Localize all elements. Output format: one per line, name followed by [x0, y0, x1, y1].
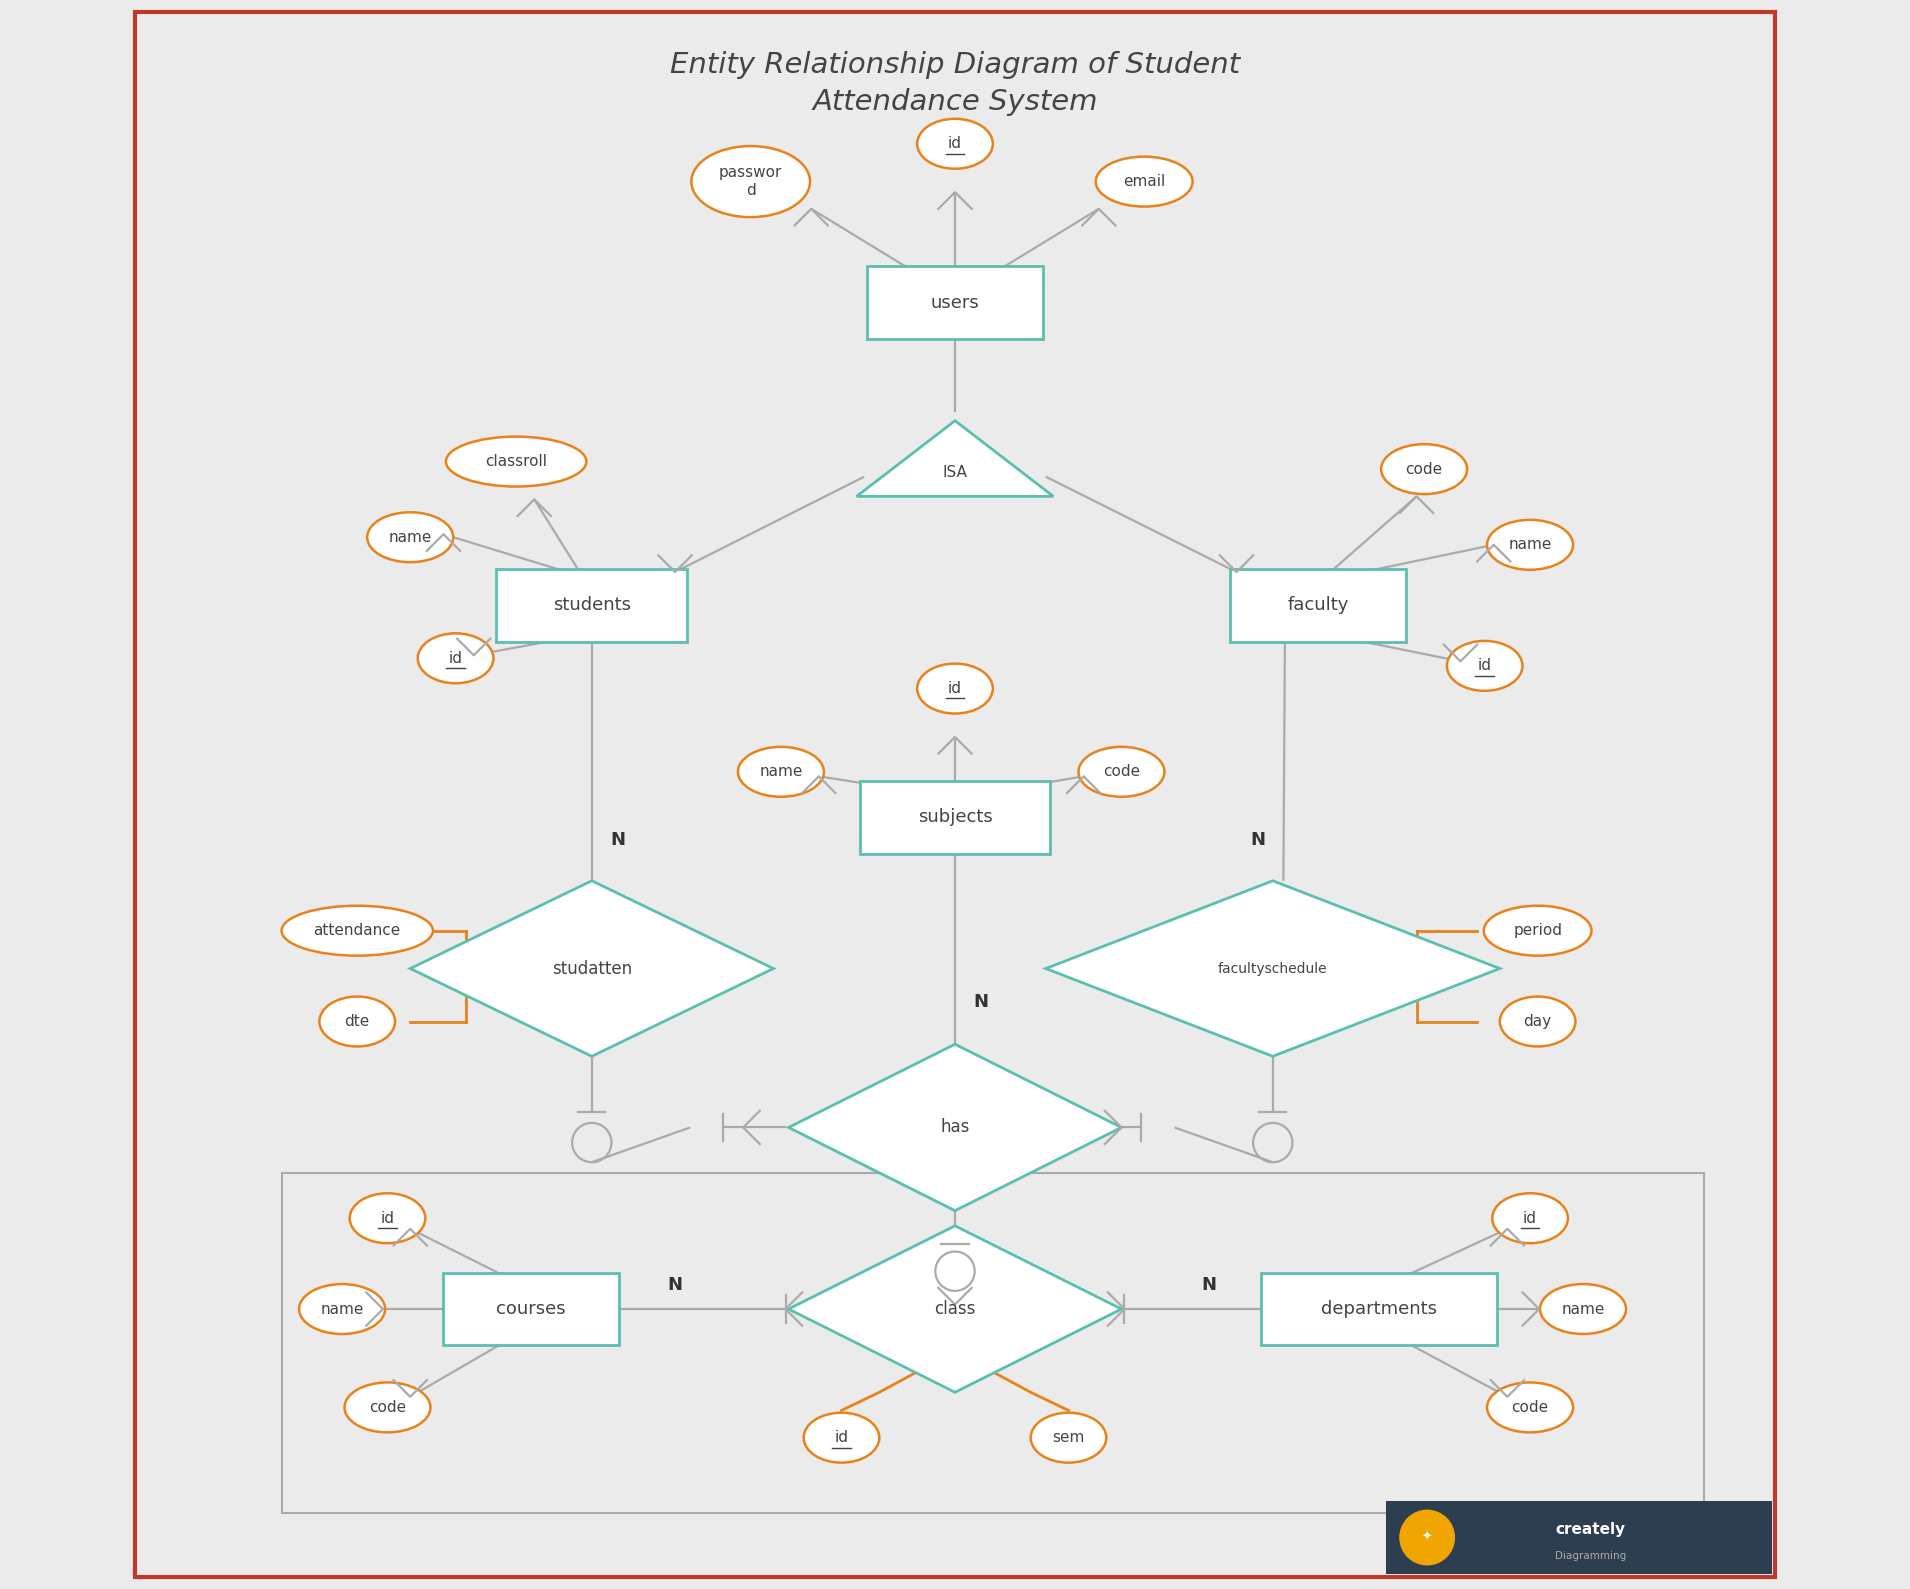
FancyBboxPatch shape [497, 569, 688, 642]
Text: id: id [835, 1430, 848, 1444]
Text: id: id [449, 651, 462, 666]
Text: email: email [1123, 175, 1165, 189]
Ellipse shape [281, 906, 434, 955]
FancyBboxPatch shape [136, 13, 1774, 1576]
Text: code: code [1511, 1400, 1549, 1414]
FancyBboxPatch shape [860, 780, 1050, 853]
Polygon shape [411, 880, 774, 1057]
Text: id: id [380, 1211, 395, 1225]
Ellipse shape [300, 1284, 386, 1335]
Text: name: name [760, 764, 802, 779]
FancyBboxPatch shape [1230, 569, 1406, 642]
Ellipse shape [917, 664, 993, 713]
Text: departments: departments [1320, 1300, 1436, 1317]
Text: subjects: subjects [917, 809, 993, 826]
FancyBboxPatch shape [867, 267, 1043, 338]
Text: classroll: classroll [485, 454, 546, 469]
Ellipse shape [344, 1382, 430, 1432]
Text: sem: sem [1052, 1430, 1085, 1444]
Ellipse shape [445, 437, 586, 486]
FancyBboxPatch shape [281, 1173, 1704, 1513]
Text: facultyschedule: facultyschedule [1219, 961, 1327, 976]
Text: ISA: ISA [942, 464, 968, 480]
Text: students: students [552, 596, 630, 615]
Text: name: name [388, 529, 432, 545]
Ellipse shape [1381, 445, 1467, 494]
Polygon shape [1047, 880, 1499, 1057]
Text: id: id [947, 137, 963, 151]
FancyBboxPatch shape [1387, 1502, 1772, 1573]
Circle shape [1400, 1510, 1454, 1565]
Text: code: code [1102, 764, 1140, 779]
Text: attendance: attendance [313, 923, 401, 938]
Ellipse shape [1492, 1193, 1568, 1243]
Ellipse shape [1488, 1382, 1574, 1432]
Text: courses: courses [497, 1300, 565, 1317]
Ellipse shape [1484, 906, 1591, 955]
Ellipse shape [1079, 747, 1165, 796]
Text: ✦: ✦ [1421, 1532, 1432, 1545]
Text: users: users [930, 294, 980, 311]
Polygon shape [856, 421, 1054, 496]
Text: N: N [1201, 1276, 1217, 1293]
Ellipse shape [917, 119, 993, 168]
Text: day: day [1524, 1014, 1551, 1030]
Text: passwor
d: passwor d [718, 165, 783, 197]
Ellipse shape [804, 1413, 879, 1462]
Text: name: name [1560, 1301, 1604, 1317]
Text: code: code [1406, 462, 1442, 477]
Text: id: id [1478, 658, 1492, 674]
Ellipse shape [1499, 996, 1576, 1047]
Ellipse shape [1448, 640, 1522, 691]
Text: code: code [369, 1400, 407, 1414]
Text: N: N [974, 993, 987, 1011]
Text: id: id [947, 682, 963, 696]
Ellipse shape [350, 1193, 426, 1243]
Text: id: id [1522, 1211, 1538, 1225]
FancyBboxPatch shape [1261, 1273, 1497, 1346]
Text: name: name [1509, 537, 1551, 553]
Text: N: N [609, 831, 625, 849]
Text: Diagramming: Diagramming [1555, 1551, 1625, 1560]
Text: faculty: faculty [1287, 596, 1348, 615]
FancyBboxPatch shape [443, 1273, 619, 1346]
Ellipse shape [418, 634, 493, 683]
Text: dte: dte [344, 1014, 371, 1030]
Ellipse shape [1031, 1413, 1106, 1462]
Polygon shape [789, 1044, 1121, 1211]
Polygon shape [789, 1225, 1121, 1392]
Text: class: class [934, 1300, 976, 1317]
Text: has: has [940, 1119, 970, 1136]
Ellipse shape [737, 747, 823, 796]
Text: N: N [1251, 831, 1264, 849]
Text: creately: creately [1555, 1522, 1625, 1538]
Ellipse shape [1488, 520, 1574, 570]
Text: N: N [667, 1276, 682, 1293]
Ellipse shape [1096, 157, 1192, 207]
Ellipse shape [1539, 1284, 1625, 1335]
Ellipse shape [691, 146, 810, 218]
Text: period: period [1513, 923, 1562, 938]
Text: name: name [321, 1301, 363, 1317]
Ellipse shape [367, 512, 453, 563]
Text: Entity Relationship Diagram of Student
Attendance System: Entity Relationship Diagram of Student A… [670, 51, 1240, 116]
Ellipse shape [319, 996, 395, 1047]
Text: studatten: studatten [552, 960, 632, 977]
